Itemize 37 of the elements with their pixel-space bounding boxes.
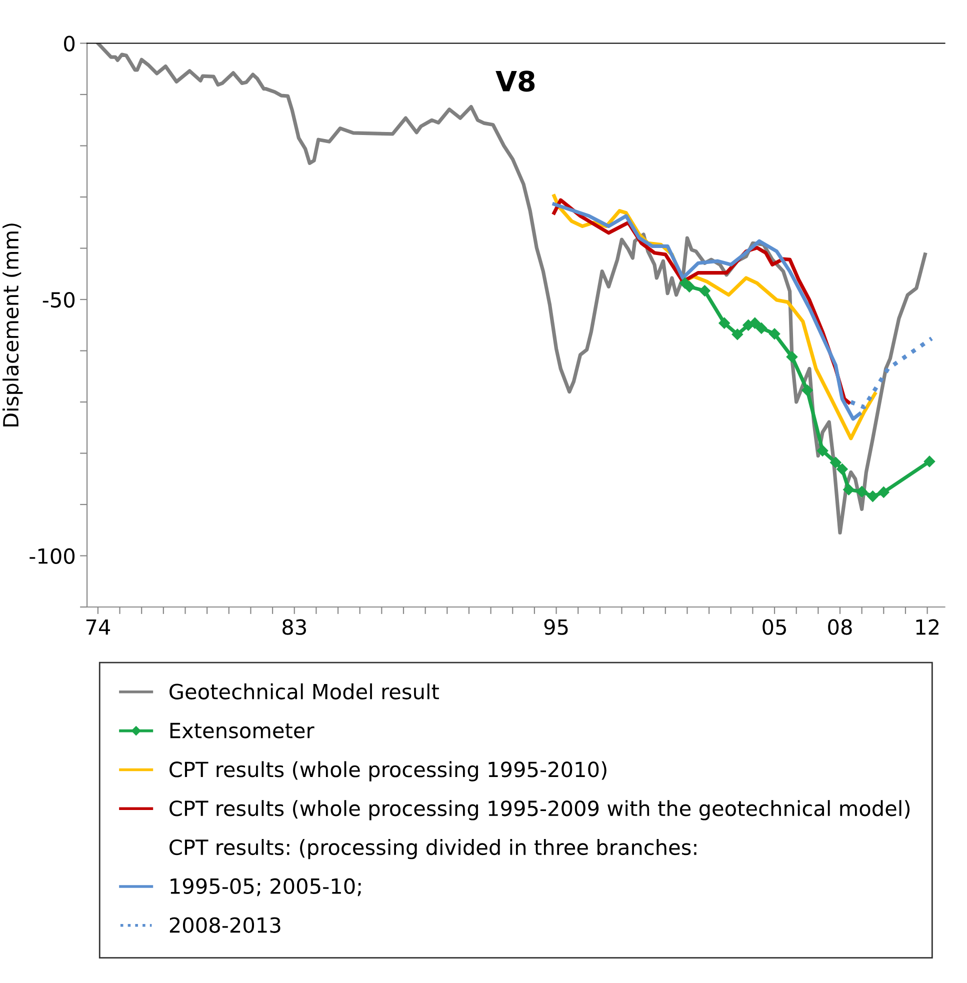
x-tick-label: 95 xyxy=(544,619,568,635)
legend-label: Geotechnical Model result xyxy=(170,683,439,700)
y-tick-label: -50 xyxy=(42,292,75,308)
y-tick-label: -100 xyxy=(30,548,75,564)
point xyxy=(802,384,813,396)
point xyxy=(749,317,760,329)
point xyxy=(867,490,878,502)
x-tick-label: 08 xyxy=(828,619,852,635)
legend-label: 2008-2013 xyxy=(170,917,280,933)
line-series xyxy=(96,43,927,534)
point xyxy=(836,464,848,475)
x-tick-label: 05 xyxy=(762,619,786,635)
legend-label: CPT results (whole processing 1995-2009 with the geotechnical model) xyxy=(170,800,910,820)
point xyxy=(830,456,842,468)
point xyxy=(924,456,936,468)
point xyxy=(786,351,798,363)
x-tick-label: 12 xyxy=(916,619,938,635)
x-tick-label: 83 xyxy=(282,619,306,635)
y-axis-title: Displacement (mm) xyxy=(2,224,23,426)
point xyxy=(732,328,744,340)
x-tick-label: 74 xyxy=(86,619,110,635)
point xyxy=(878,486,890,498)
point xyxy=(684,281,696,292)
legend-label: 1995-05; 2005-10; xyxy=(170,878,361,896)
legend-label: CPT results (whole processing 1995-2010) xyxy=(170,761,606,782)
point xyxy=(856,486,868,498)
point xyxy=(768,328,780,340)
text: V8 xyxy=(496,70,535,92)
point xyxy=(718,317,730,329)
point xyxy=(756,322,768,334)
y-tick-label: 0 xyxy=(64,36,75,52)
point xyxy=(843,484,854,496)
line-series xyxy=(848,336,934,410)
legend-label: Extensometer xyxy=(170,722,314,738)
point xyxy=(816,445,828,456)
text: CPT results: (processing divided in three branches: xyxy=(170,839,696,860)
point xyxy=(699,285,710,296)
